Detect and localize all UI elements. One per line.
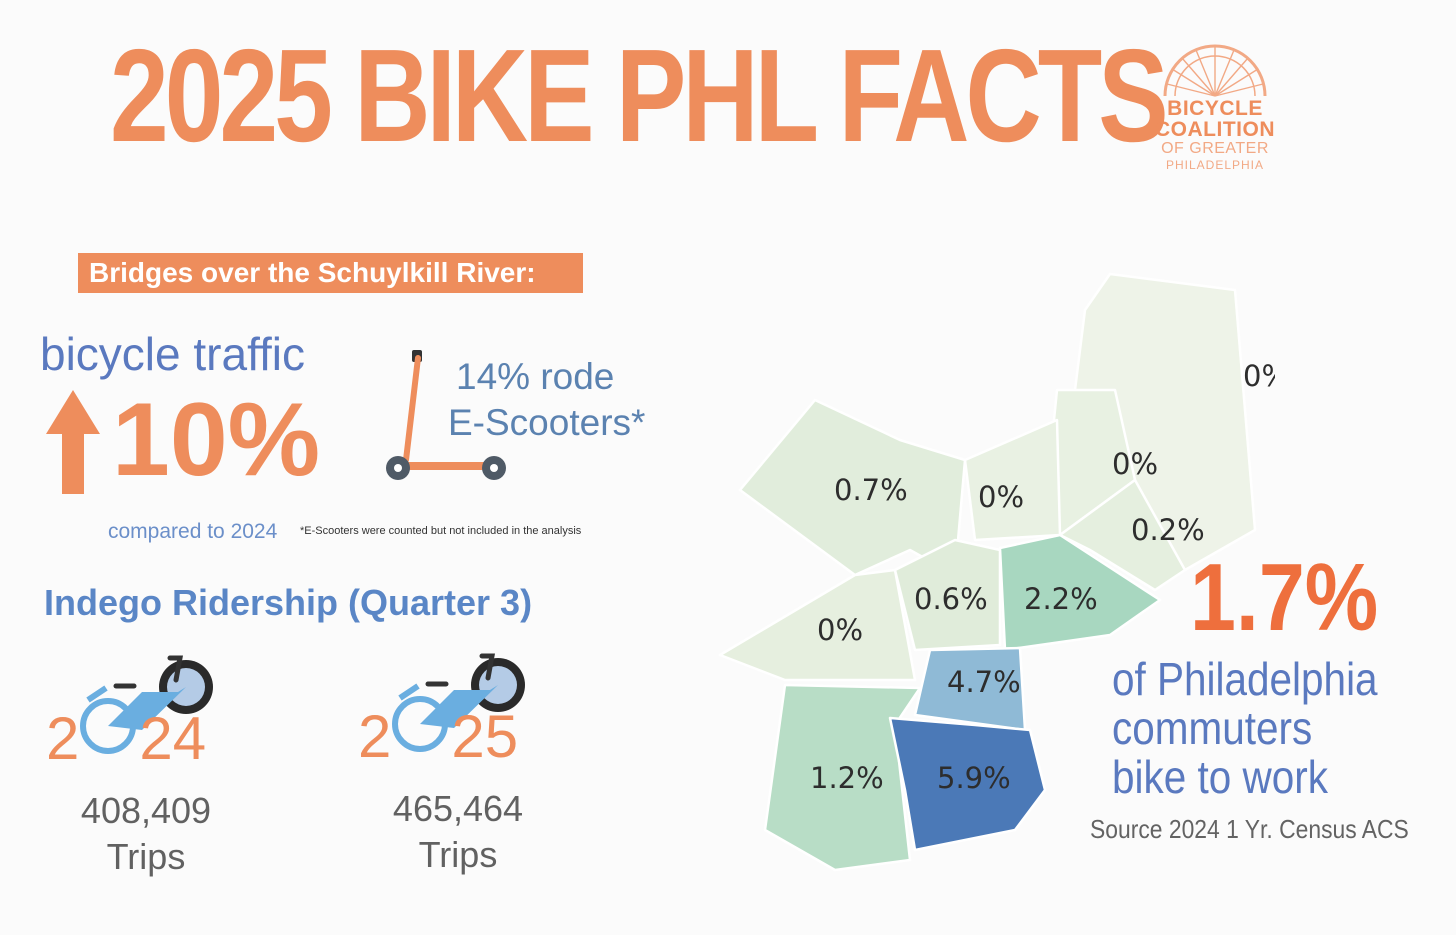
year-label: 2 24 bbox=[46, 704, 206, 773]
district-center-south bbox=[888, 716, 1047, 852]
up-arrow-icon bbox=[46, 390, 100, 494]
commute-description: of Philadelphia commuters bike to work bbox=[1112, 655, 1378, 802]
map-label-northwest: 0.7% bbox=[834, 473, 908, 507]
trip-number: 408,409 bbox=[80, 790, 212, 831]
commute-line-1: of Philadelphia bbox=[1112, 653, 1378, 705]
year-suffix: 25 bbox=[451, 703, 519, 770]
trip-count: 465,464 Trips bbox=[358, 786, 558, 878]
map-label-lower-northeast: 0.2% bbox=[1131, 513, 1205, 547]
ridership-2025: 2 25 465,464 Trips bbox=[358, 650, 568, 890]
bike-share-icon bbox=[392, 653, 525, 752]
map-label-river-wards: 2.2% bbox=[1024, 582, 1098, 616]
map-label-southwest: 1.2% bbox=[810, 761, 884, 795]
source-note: Source 2024 1 Yr. Census ACS bbox=[1090, 814, 1409, 844]
district-southwest bbox=[763, 683, 922, 872]
map-label-lower-north: 4.7% bbox=[947, 665, 1021, 699]
district-river-wards bbox=[998, 533, 1162, 652]
trip-count: 408,409 Trips bbox=[46, 788, 246, 880]
logo-line-1: BICYCLE bbox=[1167, 97, 1263, 120]
map-label-upper-north: 0% bbox=[978, 480, 1024, 514]
commute-line-2: commuters bbox=[1112, 702, 1313, 754]
scooter-percent: 14% rode bbox=[456, 356, 615, 397]
commute-line-3: bike to work bbox=[1112, 751, 1328, 803]
map-label-far-northeast: 0% bbox=[1243, 359, 1275, 393]
commute-share-value: 1.7% bbox=[1190, 544, 1379, 651]
scooter-stat: 14% rode E-Scooters* bbox=[448, 354, 645, 446]
map-label-center-south: 5.9% bbox=[937, 761, 1011, 795]
year-prefix: 2 bbox=[358, 703, 392, 770]
map-label-west-park: 0% bbox=[817, 613, 863, 647]
trip-unit: Trips bbox=[418, 834, 498, 875]
year-label: 2 25 bbox=[358, 702, 518, 771]
trip-number: 465,464 bbox=[392, 788, 524, 829]
compared-note: compared to 2024 bbox=[108, 520, 278, 543]
district-west-park bbox=[718, 568, 917, 682]
district-lower-northeast bbox=[1058, 478, 1187, 592]
logo-line-2: COALITION bbox=[1155, 118, 1275, 141]
trip-unit: Trips bbox=[106, 836, 186, 877]
ridership-2024: 2 24 408,409 Trips bbox=[46, 652, 256, 892]
year-prefix: 2 bbox=[46, 705, 80, 772]
bicycle-traffic-label: bicycle traffic bbox=[40, 328, 306, 380]
page-title: 2025 BIKE PHL FACTS bbox=[110, 22, 1169, 169]
year-suffix: 24 bbox=[139, 705, 207, 772]
bicycle-coalition-logo: BICYCLE COALITION OF GREATER PHILADELPHI… bbox=[1150, 44, 1280, 194]
scooter-label: E-Scooters* bbox=[448, 402, 646, 443]
wheel-logo-icon bbox=[1163, 44, 1267, 97]
bridges-banner: Bridges over the Schuylkill River: bbox=[78, 253, 583, 293]
logo-line-3: OF GREATER bbox=[1161, 140, 1269, 157]
bike-share-icon bbox=[80, 655, 213, 754]
philadelphia-district-map: 0% 0% 0.2% 0.7% 0% 0% 0.6% 2.2% 4.7% 1.2… bbox=[718, 272, 1275, 872]
map-label-northeast: 0% bbox=[1112, 447, 1158, 481]
logo-line-4: PHILADELPHIA bbox=[1165, 158, 1265, 172]
scooter-footnote: *E-Scooters were counted but not include… bbox=[300, 525, 582, 537]
district-northwest bbox=[738, 398, 967, 577]
map-label-north: 0.6% bbox=[914, 582, 988, 616]
traffic-change-value: 10% bbox=[112, 382, 321, 498]
district-north bbox=[893, 538, 1002, 652]
indego-title: Indego Ridership (Quarter 3) bbox=[44, 582, 533, 623]
e-scooter-icon bbox=[386, 350, 506, 480]
